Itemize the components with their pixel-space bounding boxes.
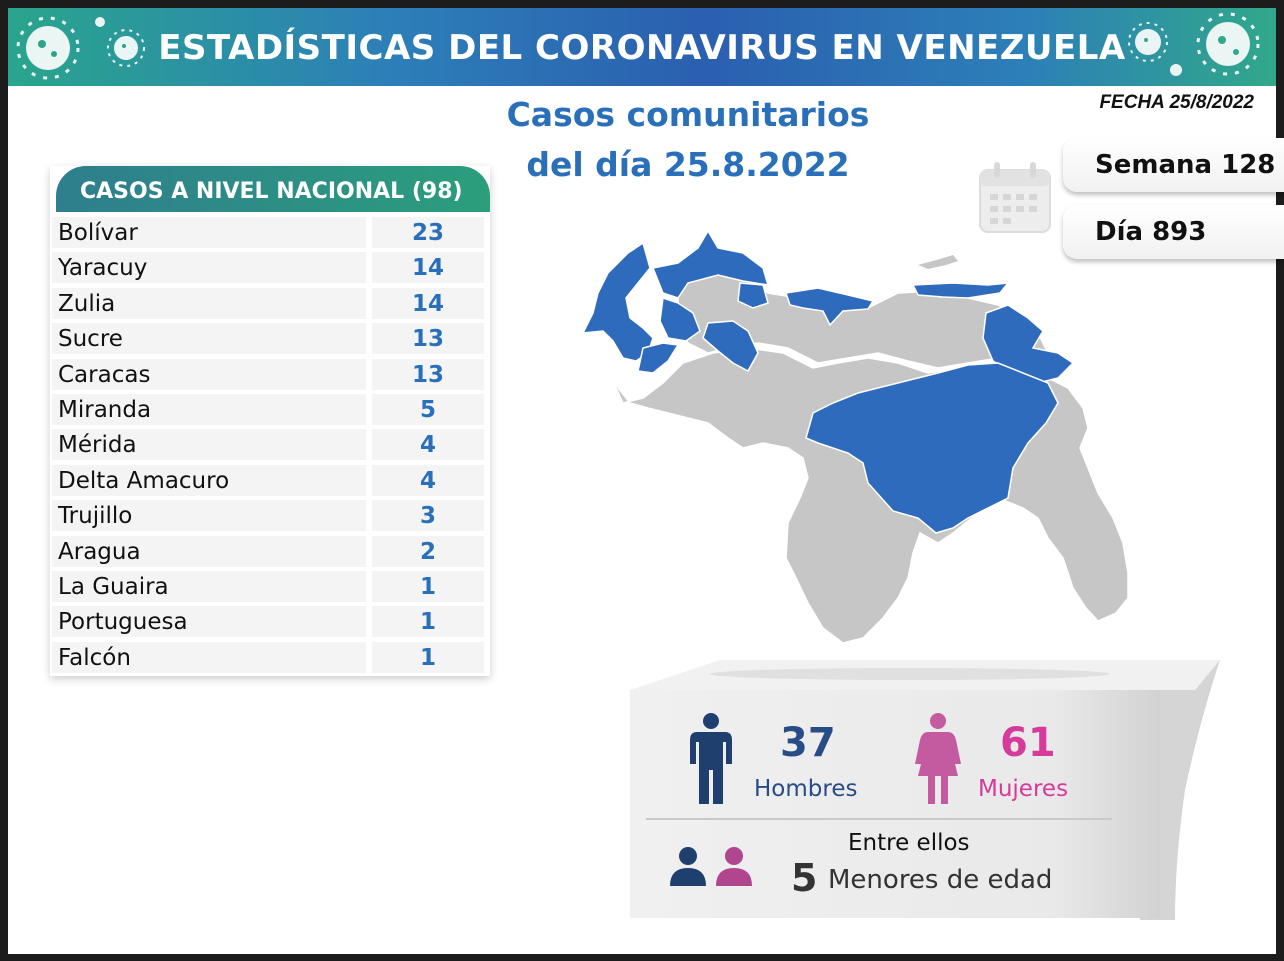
state-name: Delta Amacuro (52, 464, 366, 496)
page: ESTADÍSTICAS DEL CORONAVIRUS EN VENEZUEL… (8, 8, 1284, 954)
state-name: Mérida (52, 429, 366, 461)
state-cases: 14 (372, 252, 484, 284)
state-cases: 23 (372, 217, 484, 248)
table-row: Trujillo 3 (50, 498, 490, 533)
children-icon (670, 847, 752, 886)
virus-icon (16, 16, 145, 80)
map-state-lara-trujillo (659, 297, 701, 342)
women-count: 61 (1000, 720, 1056, 766)
virus-icon (1128, 12, 1260, 76)
state-name: Falcón (52, 641, 366, 673)
women-label: Mujeres (978, 776, 1069, 802)
day-badge: Día 893 (1063, 205, 1284, 259)
table-row: Aragua 2 (50, 534, 490, 569)
venezuela-map (581, 229, 1129, 644)
state-name: Aragua (52, 535, 366, 567)
table-row: Bolívar 23 (50, 215, 490, 250)
table-row: La Guaira 1 (50, 569, 490, 604)
state-name: La Guaira (52, 570, 366, 602)
calendar-icon (979, 162, 1051, 233)
state-cases: 4 (372, 464, 484, 496)
map-state-sucre-monagas (982, 304, 1075, 384)
stats-divider (646, 818, 1112, 820)
state-cases: 13 (372, 323, 484, 355)
state-cases: 1 (372, 641, 484, 673)
state-name: Zulia (52, 287, 366, 319)
state-cases: 2 (372, 535, 484, 567)
week-badge: Semana 128 (1063, 138, 1284, 192)
men-count: 37 (780, 720, 836, 766)
table-row: Caracas 13 (50, 357, 490, 392)
state-name: Sucre (52, 323, 366, 355)
cases-table-header: CASOS A NIVEL NACIONAL (98) (56, 166, 490, 212)
minors-label: Menores de edad (828, 865, 1053, 895)
woman-icon (915, 713, 961, 804)
map-state-portuguesa (702, 320, 759, 373)
state-cases: 4 (372, 429, 484, 461)
state-cases: 14 (372, 287, 484, 319)
map-state-falcon (651, 229, 770, 299)
state-cases: 1 (372, 606, 484, 638)
map-state-aragua-caracas (785, 287, 875, 327)
table-row: Portuguesa 1 (50, 604, 490, 639)
state-cases: 1 (372, 570, 484, 602)
subtitle-line2: del día 25.8.2022 (526, 145, 850, 184)
cases-table-rows: Bolívar 23 Yaracuy 14 Zulia 14 Sucre 13 Caracas 1… (50, 215, 490, 675)
state-name: Trujillo (52, 500, 366, 532)
state-name: Bolívar (52, 217, 366, 248)
state-name: Miranda (52, 393, 366, 425)
map-island-margarita (918, 255, 958, 269)
subtitle-line1: Casos comunitarios (506, 95, 870, 134)
report-date: FECHA 25/8/2022 (1099, 92, 1254, 113)
table-row: Miranda 5 (50, 392, 490, 427)
state-cases: 13 (372, 358, 484, 390)
subtitle: Casos comunitarios del día 25.8.2022 (478, 90, 898, 190)
map-state-bolivar (805, 362, 1059, 534)
table-row: Mérida 4 (50, 427, 490, 462)
table-row: Falcón 1 (50, 640, 490, 675)
state-cases: 3 (372, 500, 484, 532)
men-label: Hombres (754, 776, 858, 802)
map-state-yaracuy (737, 282, 769, 309)
table-row: Zulia 14 (50, 286, 490, 321)
minors-count: 5 (791, 856, 818, 900)
state-name: Caracas (52, 358, 366, 390)
state-cases: 5 (372, 393, 484, 425)
minors-intro: Entre ellos (848, 830, 970, 856)
table-row: Sucre 13 (50, 321, 490, 356)
state-name: Yaracuy (52, 252, 366, 284)
table-row: Yaracuy 14 (50, 250, 490, 285)
map-state-zulia (581, 241, 654, 362)
map-state-la-guaira (911, 282, 1010, 299)
man-icon (690, 713, 732, 804)
table-row: Delta Amacuro 4 (50, 463, 490, 498)
header-banner: ESTADÍSTICAS DEL CORONAVIRUS EN VENEZUEL… (8, 8, 1276, 86)
banner-title: ESTADÍSTICAS DEL CORONAVIRUS EN VENEZUEL… (158, 28, 1126, 68)
state-name: Portuguesa (52, 606, 366, 638)
map-state-merida (637, 342, 680, 374)
